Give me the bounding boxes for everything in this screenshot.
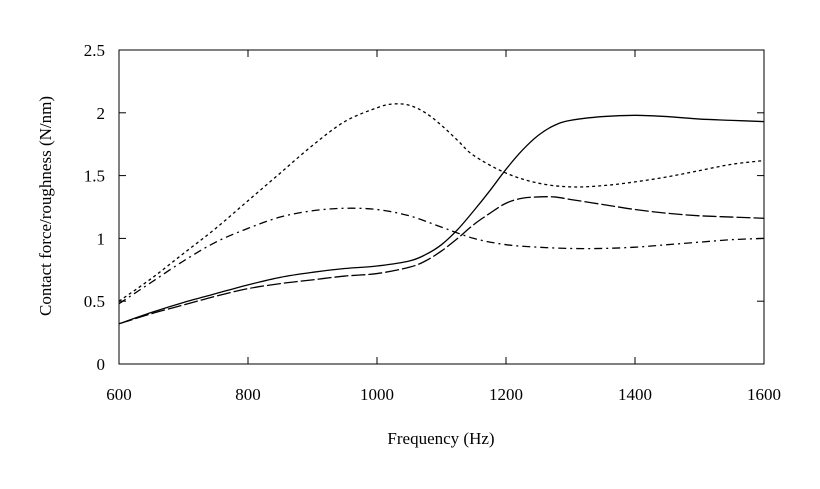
y-tick-label: 2.5 (84, 41, 105, 60)
x-tick-label: 800 (235, 385, 261, 404)
y-tick-label: 0 (97, 355, 106, 374)
series-line-short-dash (118, 103, 765, 302)
series-line-long-dash (118, 196, 765, 325)
x-tick-label: 1400 (618, 385, 652, 404)
x-tick-label: 1200 (489, 385, 523, 404)
series-line-dash-dot (118, 207, 765, 305)
y-tick-label: 1.5 (84, 167, 105, 186)
x-tick-label: 600 (106, 385, 132, 404)
axis-ticks (118, 49, 765, 365)
axis-tick-labels: 600 800 1000 1200 1400 1600 0 0.5 1 1.5 2 2.5 (84, 41, 781, 404)
x-axis-title: Frequency (Hz) (387, 429, 494, 448)
series-layer (118, 103, 765, 325)
y-tick-label: 2 (97, 104, 106, 123)
y-tick-label: 0.5 (84, 292, 105, 311)
plot-area-frame (118, 49, 765, 365)
y-tick-label: 1 (97, 229, 106, 248)
x-tick-label: 1600 (747, 385, 781, 404)
x-tick-label: 1000 (360, 385, 394, 404)
series-line-solid (118, 114, 765, 325)
y-axis-title: Contact force/roughness (N/nm) (36, 96, 55, 316)
